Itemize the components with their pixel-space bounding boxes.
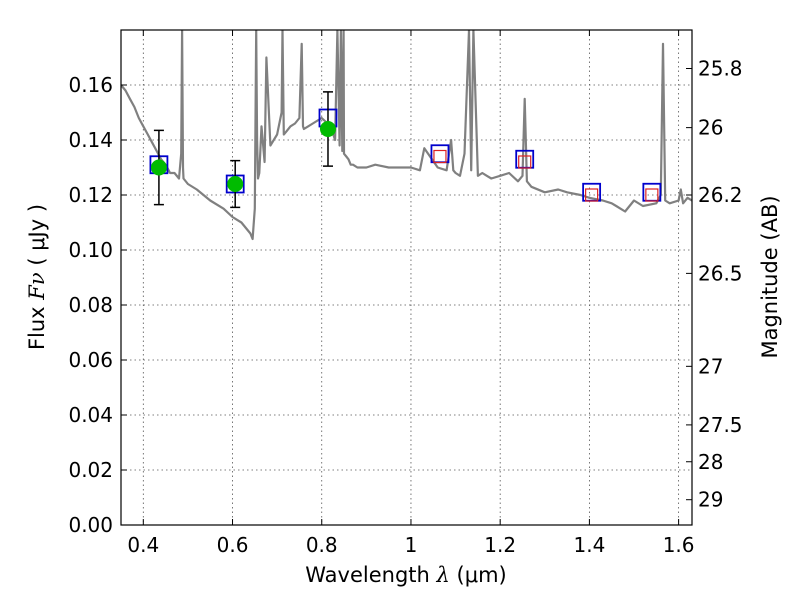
y-tick-label: 0.10 (68, 238, 113, 262)
y2-tick-label: 28 (698, 450, 723, 474)
predicted-photometry-square (433, 149, 447, 164)
x-tick-label: 1.6 (663, 533, 695, 557)
observed-photometry-point (227, 176, 244, 192)
y-tick-label: 0.16 (68, 73, 113, 97)
y2-tick-label: 26 (698, 116, 723, 140)
observed-photometry-point (319, 121, 336, 137)
x-axis-label: Wavelength λ (μm) (305, 563, 506, 587)
y-tick-label: 0.14 (68, 128, 113, 152)
y-tick-label: 0.02 (68, 458, 113, 482)
plot-frame (120, 29, 693, 526)
y2-tick-label: 26.5 (698, 261, 743, 285)
y2-tick-label: 29 (698, 488, 723, 512)
axis-ticks (121, 30, 692, 526)
plot-area (121, 30, 692, 525)
y-tick-label: 0.12 (68, 183, 113, 207)
series-layer (121, 30, 692, 241)
x-tick-label: 0.4 (127, 533, 159, 557)
y-tick-label: 0.04 (68, 403, 113, 427)
sed-spectrum-line (121, 30, 692, 241)
x-tick-label: 1 (405, 533, 418, 557)
y-tick-label: 0.06 (68, 348, 113, 372)
y2-tick-label: 26.2 (698, 183, 743, 207)
y2-tick-label: 27.5 (698, 413, 743, 437)
y2-axis-label: Magnitude (AB) (758, 195, 782, 358)
grid (121, 30, 692, 526)
y2-tick-label: 25.8 (698, 57, 743, 81)
predicted-photometry-square (518, 155, 532, 169)
observed-photometry-point (150, 159, 167, 176)
predicted-photometry-square (585, 188, 599, 202)
x-tick-label: 0.8 (306, 533, 338, 557)
x-tick-label: 0.6 (217, 533, 249, 557)
tick-labels: 0.4 0.6 0.8 1 1.2 1.4 1.6 0.00 0.02 0.04 0.06 0.08 0… (68, 57, 742, 558)
x-tick-label: 1.2 (484, 533, 516, 557)
y2-tick-label: 27 (698, 354, 723, 378)
y-axis-label: Flux Fν ( μJy ) (25, 204, 49, 350)
y-tick-label: 0.00 (68, 513, 113, 537)
x-tick-label: 1.4 (573, 533, 605, 557)
predicted-photometry-square (645, 188, 659, 202)
y-tick-label: 0.08 (68, 293, 113, 317)
